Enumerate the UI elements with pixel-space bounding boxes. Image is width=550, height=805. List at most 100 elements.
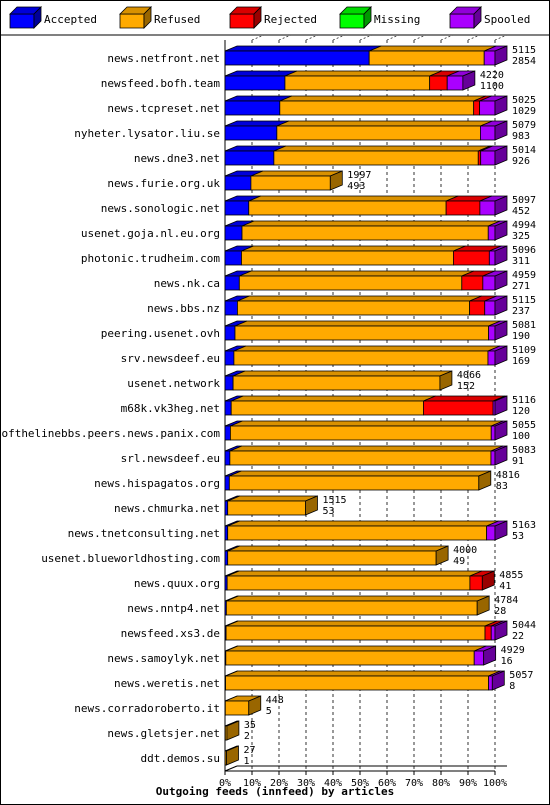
- bar-segment-refused: [279, 95, 486, 116]
- category-label: photonic.trudheim.com: [81, 252, 220, 265]
- grid-line: [386, 34, 400, 41]
- category-label: usenet.blueworldhosting.com: [41, 552, 220, 565]
- bar-group: [224, 420, 508, 441]
- bar-group: [224, 170, 343, 191]
- x-tick-label: 60%: [378, 778, 396, 789]
- accepted-label: 271: [512, 281, 530, 292]
- bar-segment-accepted: [224, 295, 250, 316]
- grid-line: [278, 34, 292, 41]
- total-label: 5044: [512, 620, 536, 631]
- bar-side: [494, 220, 508, 241]
- category-label: srl.newsdeef.eu: [121, 452, 220, 465]
- bar-segment-refused: [225, 620, 498, 641]
- bar-side: [494, 520, 508, 541]
- total-label: 5079: [512, 120, 536, 131]
- bar-segment-spooled: [479, 95, 508, 116]
- x-tick-label: 50%: [351, 778, 369, 789]
- bar-segment-refused: [234, 320, 501, 341]
- accepted-label: 983: [512, 131, 530, 142]
- accepted-label: 5: [266, 706, 272, 717]
- total-label: 4784: [494, 595, 518, 606]
- bar-group: [224, 745, 239, 766]
- total-label: 5083: [512, 445, 536, 456]
- bar-side: [494, 445, 508, 466]
- bar-group: [224, 395, 508, 416]
- category-label: news.nntp4.net: [127, 602, 220, 615]
- grid-line: [413, 34, 427, 41]
- category-label: news.weretis.net: [114, 677, 220, 690]
- grid-line: [332, 34, 346, 41]
- bar-segment-accepted: [224, 220, 255, 241]
- total-label: 5116: [512, 395, 536, 406]
- legend-swatch-accepted: [9, 6, 42, 29]
- bar-group: [224, 620, 508, 641]
- total-label: 4929: [501, 645, 525, 656]
- bar-segment-refused: [225, 645, 487, 666]
- total-label: 5081: [512, 320, 536, 331]
- bar-group: [224, 295, 508, 316]
- x-tick-label: 40%: [324, 778, 342, 789]
- category-label: news.nk.ca: [154, 277, 220, 290]
- bar-side: [494, 45, 508, 66]
- total-label: 5057: [509, 670, 533, 681]
- bar-group: [224, 570, 495, 591]
- x-tick-label: 70%: [405, 778, 423, 789]
- bar-side: [494, 345, 508, 366]
- grid-line: [494, 34, 508, 41]
- bars: [224, 45, 508, 766]
- bar-side: [481, 570, 495, 591]
- bar-group: [224, 595, 490, 616]
- bar-segment-refused: [232, 370, 453, 391]
- bar-segment-refused: [224, 695, 261, 716]
- bar-side: [494, 195, 508, 216]
- legend-label-accepted: Accepted: [44, 13, 97, 26]
- bar-side: [494, 245, 508, 266]
- accepted-label: 190: [512, 331, 530, 342]
- bar-segment-rejected: [429, 70, 460, 91]
- category-label: srv.newsdeef.eu: [121, 352, 220, 365]
- total-label: 4994: [512, 220, 536, 231]
- bar-side: [494, 120, 508, 141]
- total-label: 4066: [457, 370, 481, 381]
- total-label: 4220: [480, 70, 504, 81]
- grid-line: [305, 34, 319, 41]
- accepted-label: 1: [243, 756, 249, 767]
- legend-label-spooled: Spooled: [484, 13, 530, 26]
- grid-line: [440, 34, 454, 41]
- total-label: 1515: [322, 495, 346, 506]
- bar-segment-refused: [238, 270, 474, 291]
- accepted-label: 2: [244, 731, 250, 742]
- category-label: news.corradoroberto.it: [74, 702, 220, 715]
- category-label: m68k.vk3heg.net: [121, 402, 220, 415]
- accepted-label: 53: [512, 531, 524, 542]
- category-label: news.sonologic.net: [101, 202, 220, 215]
- total-label: 5014: [512, 145, 536, 156]
- bar-segment-refused: [237, 295, 482, 316]
- bar-side: [305, 495, 318, 516]
- category-label: news.dne3.net: [134, 152, 220, 165]
- bar-side: [491, 670, 505, 691]
- total-label: 27: [243, 745, 255, 756]
- bar-side: [483, 645, 497, 666]
- category-label: usenet.goja.nl.eu.org: [81, 227, 220, 240]
- category-label: news.bbs.nz: [147, 302, 220, 315]
- legend-label-missing: Missing: [374, 13, 420, 26]
- accepted-label: 2854: [512, 56, 536, 67]
- category-label: newsfeed.bofh.team: [101, 77, 221, 90]
- legend-swatch-spooled: [449, 6, 482, 29]
- bar-group: [224, 220, 508, 241]
- bar-segment-refused: [227, 520, 499, 541]
- x-tick-label: 30%: [297, 778, 315, 789]
- total-label: 448: [266, 695, 284, 706]
- grid-line: [251, 34, 265, 41]
- category-label: news.samoylyk.net: [107, 652, 220, 665]
- bar-side: [226, 745, 239, 766]
- total-label: 5109: [512, 345, 536, 356]
- bar-side: [494, 95, 508, 116]
- bar-group: [224, 720, 240, 741]
- total-label: 35: [244, 720, 256, 731]
- bar-side: [462, 70, 476, 91]
- bar-side: [329, 170, 343, 191]
- accepted-label: 169: [512, 356, 530, 367]
